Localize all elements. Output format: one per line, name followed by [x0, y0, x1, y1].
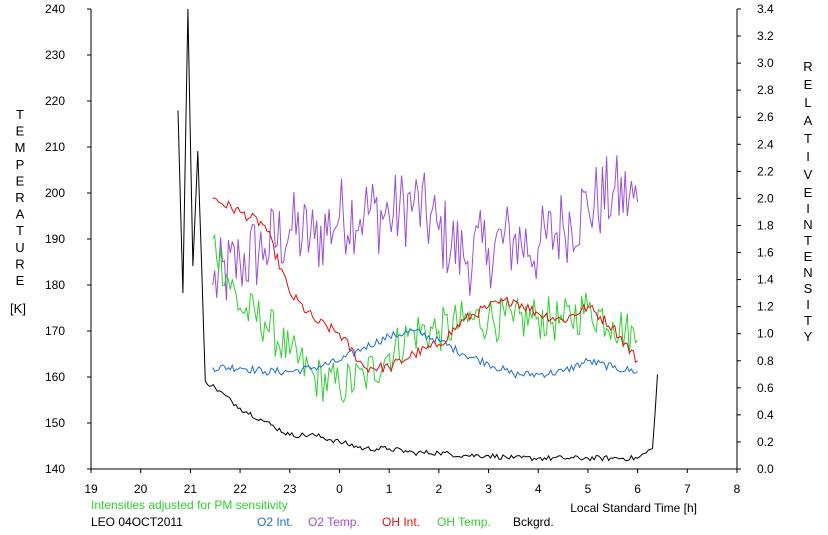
left-tick-label: 140	[45, 462, 65, 476]
station-date-label: LEO 04OCT2011	[91, 515, 183, 529]
left-axis-title-letter: T	[16, 223, 24, 238]
right-tick-label: 1.4	[757, 273, 774, 287]
x-tick-label: 3	[485, 482, 492, 496]
left-tick-label: 220	[45, 94, 65, 108]
x-tick-label: 5	[585, 482, 592, 496]
x-tick-label: 22	[233, 482, 247, 496]
right-axis-title-letter: N	[803, 265, 812, 280]
legend-entry-bckgrd: Bckgrd.	[513, 515, 554, 529]
left-tick-label: 240	[45, 2, 65, 16]
left-axis-title-letter: U	[15, 240, 24, 255]
x-tick-label: 21	[184, 482, 198, 496]
right-axis-title-letter: Y	[804, 329, 813, 344]
series-line-o2-temp	[212, 155, 639, 301]
right-tick-label: 0.2	[757, 435, 774, 449]
sensitivity-note: Intensities adjusted for PM sensitivity	[91, 498, 288, 512]
x-tick-label: 2	[436, 482, 443, 496]
legend-entry-o2-int: O2 Int.	[257, 515, 293, 529]
left-axis-unit: [K]	[10, 301, 26, 316]
right-axis-title-letter: I	[806, 297, 810, 312]
left-tick-label: 230	[45, 48, 65, 62]
right-tick-label: 3.4	[757, 2, 774, 16]
x-tick-label: 8	[734, 482, 741, 496]
left-axis-title-letter: M	[15, 140, 26, 155]
left-axis-ticks: 140 150 160 170 180 190 200 210 220 230 240	[45, 2, 91, 476]
legend-entry-oh-temp: OH Temp.	[437, 515, 491, 529]
right-tick-label: 0.8	[757, 354, 774, 368]
series-line-o2-int	[212, 328, 638, 379]
left-tick-label: 200	[45, 186, 65, 200]
left-axis-title-letter: E	[16, 173, 25, 188]
right-axis-title-letter: N	[803, 217, 812, 232]
right-tick-label: 0.0	[757, 462, 774, 476]
x-tick-label: 20	[134, 482, 148, 496]
right-axis-title-letter: E	[804, 77, 813, 92]
right-tick-label: 1.6	[757, 246, 774, 260]
right-tick-label: 1.2	[757, 300, 774, 314]
right-axis-title-letter: L	[804, 95, 811, 110]
left-axis-title-letter: E	[16, 273, 25, 288]
right-axis-title-letter: T	[804, 131, 812, 146]
left-axis-title-letter: T	[16, 107, 24, 122]
left-axis-title-letter: E	[16, 124, 25, 139]
right-axis-title-letter: R	[803, 59, 812, 74]
right-tick-label: 3.2	[757, 29, 774, 43]
right-tick-label: 1.8	[757, 218, 774, 232]
series-line-bckgrd	[177, 8, 658, 462]
right-tick-label: 0.6	[757, 381, 774, 395]
left-tick-label: 190	[45, 232, 65, 246]
legend-entry-oh-int: OH Int.	[382, 515, 420, 529]
right-tick-label: 2.2	[757, 164, 774, 178]
left-axis-title-letter: R	[15, 256, 24, 271]
right-tick-label: 3.0	[757, 56, 774, 70]
left-tick-label: 170	[45, 324, 65, 338]
right-axis-title-letter: S	[804, 281, 813, 296]
plot-frame	[90, 9, 738, 470]
x-tick-label: 0	[336, 482, 343, 496]
x-tick-label: 1	[386, 482, 393, 496]
right-axis-title-letter: E	[804, 249, 813, 264]
right-tick-label: 2.4	[757, 137, 774, 151]
right-axis-title-letter: V	[804, 167, 813, 182]
series-line-oh-temp	[212, 233, 638, 404]
right-tick-label: 2.0	[757, 191, 774, 205]
right-tick-label: 0.4	[757, 408, 774, 422]
legend-entry-o2-temp: O2 Temp.	[308, 515, 360, 529]
series-line-oh-int	[212, 197, 638, 374]
right-axis-title-letter: E	[804, 185, 813, 200]
left-tick-label: 160	[45, 370, 65, 384]
x-axis-title: Local Standard Time [h]	[570, 501, 697, 515]
left-axis-title-letter: R	[15, 190, 24, 205]
left-tick-label: 150	[45, 416, 65, 430]
right-axis-ticks: 0.0 0.2 0.4 0.6 0.8 1.0 1.2 1.4 1.6 1.8 2.0 2.2 2.4 2…	[737, 2, 774, 476]
legend: O2 Int. O2 Temp. OH Int. OH Temp. Bckgrd.	[257, 515, 554, 529]
series-layer	[177, 8, 658, 462]
x-tick-label: 19	[84, 482, 98, 496]
right-axis-title-letter: A	[804, 113, 813, 128]
right-axis-title-letter: T	[804, 233, 812, 248]
x-tick-label: 23	[283, 482, 297, 496]
right-tick-label: 1.0	[757, 327, 774, 341]
x-tick-label: 6	[634, 482, 641, 496]
x-tick-label: 4	[535, 482, 542, 496]
right-axis-title-letter: I	[806, 201, 810, 216]
right-tick-label: 2.6	[757, 110, 774, 124]
left-tick-label: 210	[45, 140, 65, 154]
x-tick-label: 7	[684, 482, 691, 496]
right-tick-label: 2.8	[757, 83, 774, 97]
right-axis-title-letter: T	[804, 313, 812, 328]
left-axis-title-letter: A	[16, 207, 25, 222]
left-tick-label: 180	[45, 278, 65, 292]
left-axis-title-letter: P	[16, 157, 25, 172]
right-axis-title-letter: I	[806, 149, 810, 164]
x-axis-ticks: 19 20 21 22 23 0 1 2 3 4 5 6 7 8	[84, 469, 741, 496]
